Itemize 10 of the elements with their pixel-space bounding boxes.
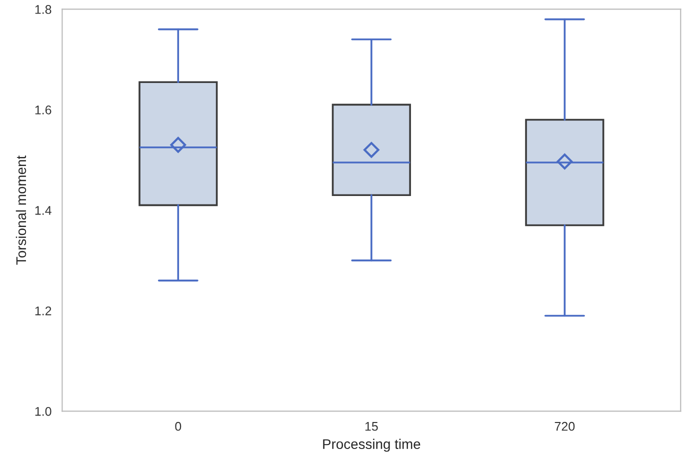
y-tick-label: 1.2 <box>35 306 52 316</box>
x-tick-label: 0 <box>175 422 182 431</box>
x-tick-label: 720 <box>554 422 575 431</box>
x-axis-title: Processing time <box>323 438 420 452</box>
x-tick-label: 15 <box>365 422 378 431</box>
y-tick-label: 1.0 <box>35 406 52 416</box>
y-tick-label: 1.4 <box>35 206 52 215</box>
y-axis-title: Torsional moment <box>16 156 26 265</box>
y-tick-label: 1.6 <box>35 106 52 114</box>
y-tick-label: 1.8 <box>35 5 52 14</box>
